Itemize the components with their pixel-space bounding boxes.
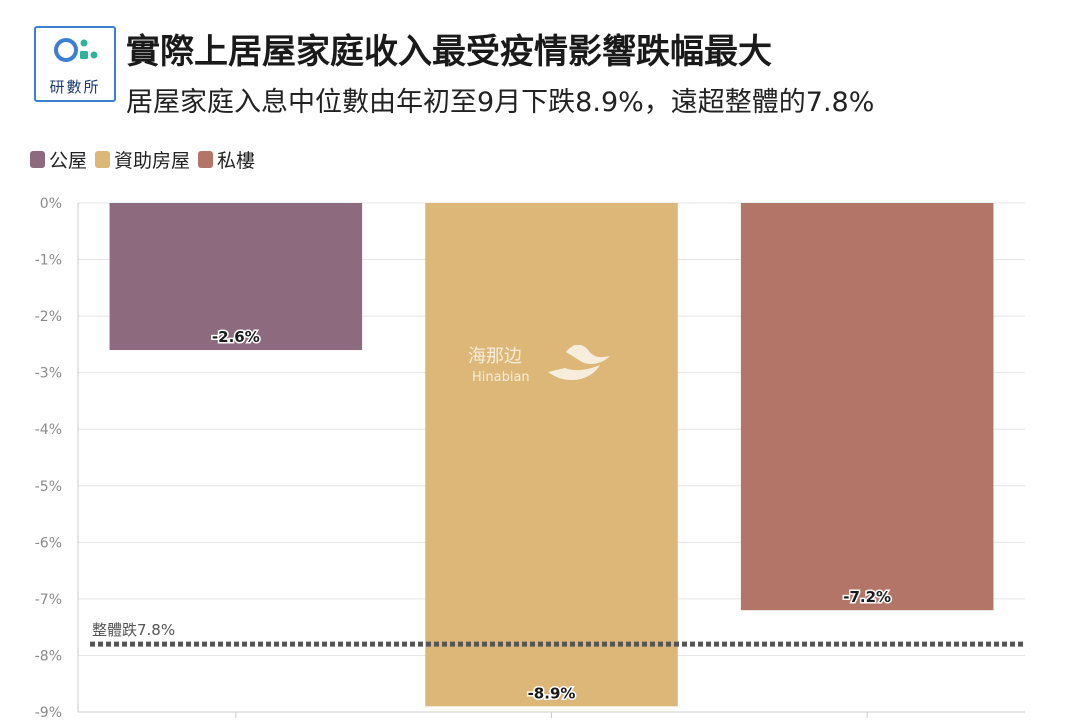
watermark: 海那边 Hinabian	[468, 344, 610, 385]
y-tick-label: -9%	[35, 705, 62, 721]
logo-mark-icon	[54, 38, 98, 62]
data-labels: -2.6% -8.9% -7.2%	[210, 327, 892, 704]
legend-label: 公屋	[49, 150, 88, 172]
y-tick-label: 0%	[40, 196, 62, 212]
legend-swatch	[198, 151, 214, 168]
logo-text: 研數所	[49, 78, 101, 96]
y-tick-label: -8%	[35, 648, 62, 664]
y-tick-label: -3%	[35, 366, 62, 382]
y-tick-label: -1%	[35, 253, 62, 269]
reference-line-label: 整體跌7.8%	[92, 621, 175, 639]
reference-line: 整體跌7.8%	[90, 621, 1023, 647]
legend-label: 資助房屋	[114, 150, 191, 172]
bird-logo-icon	[548, 344, 610, 381]
bar[interactable]	[109, 203, 363, 351]
chart-subtitle: 居屋家庭入息中位數由年初至9月下跌8.9%，遠超整體的7.8%	[126, 87, 875, 118]
legend-label: 私樓	[217, 150, 256, 172]
data-label: -7.2%	[843, 588, 891, 606]
y-tick-label: -6%	[35, 535, 62, 551]
legend-swatch	[95, 151, 111, 168]
data-label: -8.9%	[528, 684, 576, 702]
legend-item-subsidised-housing[interactable]: 資助房屋	[95, 146, 190, 173]
legend-item-public-housing[interactable]: 公屋	[30, 146, 87, 173]
watermark-text-cn: 海那边	[468, 346, 522, 367]
bars	[109, 203, 994, 707]
y-tick-label: -2%	[35, 309, 62, 325]
chart-legend: 公屋 資助房屋 私樓	[30, 146, 255, 173]
chart-title: 實際上居屋家庭收入最受疫情影響跌幅最大	[126, 32, 772, 72]
legend-swatch	[30, 151, 45, 168]
y-axis: 0% -1% -2% -3% -4% -5% -6% -7% -8% -9%	[35, 196, 1025, 721]
bar[interactable]	[425, 203, 678, 707]
y-tick-label: -5%	[35, 479, 62, 495]
y-tick-label: -4%	[35, 422, 62, 438]
legend-item-private-housing[interactable]: 私樓	[198, 146, 255, 173]
brand-logo: 研數所	[34, 26, 116, 102]
y-tick-label: -7%	[35, 592, 62, 608]
data-label: -2.6%	[212, 328, 260, 346]
bar[interactable]	[740, 203, 994, 611]
watermark-text-en: Hinabian	[472, 370, 530, 385]
